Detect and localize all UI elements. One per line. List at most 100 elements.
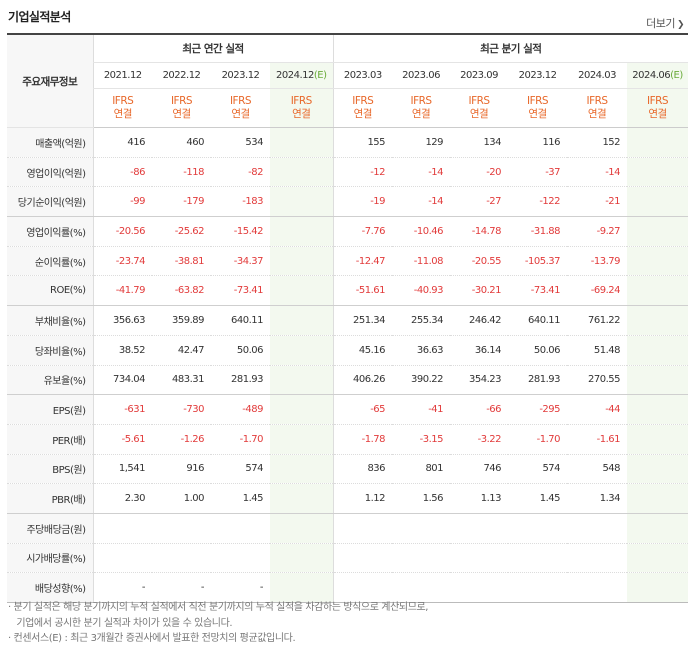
- table-row: 순이익률(%) -23.74 -38.81 -34.37 -12.47 -11.08 -20…: [7, 246, 689, 277]
- table-cell: [211, 543, 270, 574]
- table-cell: 1.34: [567, 483, 628, 514]
- group-annual: 최근 연간 실적: [92, 33, 334, 63]
- consolidated-label: 연결: [172, 108, 191, 120]
- row-label: PBR(배): [7, 483, 93, 514]
- table-row: ROE(%) -41.79 -63.82 -73.41 -51.61 -40.93 -30.…: [7, 275, 689, 307]
- table-cell: -15.42: [211, 216, 270, 247]
- ifrs-header: IFRS 연결: [152, 88, 211, 128]
- table-row: BPS(원) 1,541 916 574 836 801 746 574 548: [7, 454, 689, 485]
- table-cell: -12: [332, 157, 393, 188]
- table-cell: [270, 454, 334, 485]
- period-header: 2021.12: [92, 62, 152, 89]
- table-cell: 734.04: [92, 365, 152, 396]
- table-cell: [627, 424, 689, 455]
- ifrs-label: IFRS: [352, 95, 374, 107]
- table-cell: -: [152, 572, 211, 603]
- table-cell: [567, 543, 628, 574]
- table-cell: -40.93: [392, 275, 451, 307]
- ifrs-label: IFRS: [290, 95, 313, 107]
- ifrs-header: IFRS 연결: [270, 88, 334, 128]
- table-cell: -7.76: [332, 216, 393, 247]
- table-cell: -30.21: [450, 275, 509, 307]
- table-cell: -: [211, 572, 270, 603]
- table-cell: 36.63: [392, 335, 451, 366]
- table-cell: -14: [567, 157, 628, 188]
- table-cell: [270, 305, 334, 336]
- row-label: 부채비율(%): [7, 305, 93, 336]
- table-cell: -179: [152, 186, 211, 218]
- table-cell: -10.46: [392, 216, 451, 247]
- period-header: 2024.06(E): [627, 62, 689, 89]
- table-cell: [508, 572, 568, 603]
- table-cell: [270, 127, 334, 158]
- row-label: 영업이익률(%): [7, 216, 93, 247]
- table-cell: -1.70: [211, 424, 270, 455]
- table-cell: 251.34: [332, 305, 393, 336]
- table-cell: 359.89: [152, 305, 211, 336]
- period-header: 2023.12: [508, 62, 568, 89]
- footnote-line: · 분기 실적은 해당 분기까지의 누적 실적에서 직전 분기까지의 누적 실적…: [8, 602, 429, 613]
- more-link[interactable]: 더보기 ❯: [646, 15, 684, 31]
- table-cell: [567, 513, 628, 544]
- table-cell: 483.31: [152, 365, 211, 396]
- table-cell: -99: [92, 186, 152, 218]
- row-label: PER(배): [7, 424, 93, 455]
- ifrs-label: IFRS: [468, 95, 490, 107]
- more-label: 더보기: [646, 17, 675, 30]
- table-row: 주당배당금(원): [7, 513, 689, 544]
- table-cell: 1.00: [152, 483, 211, 514]
- table-cell: 36.14: [450, 335, 509, 366]
- table-row: 당좌비율(%) 38.52 42.47 50.06 45.16 36.63 36.14 50.…: [7, 335, 689, 366]
- table-cell: 255.34: [392, 305, 451, 336]
- ifrs-label: IFRS: [526, 95, 549, 107]
- period-header: 2024.03: [567, 62, 628, 89]
- table-cell: [508, 513, 568, 544]
- table-cell: [332, 513, 393, 544]
- corner-label: 주요재무정보: [7, 33, 93, 128]
- table-cell: [392, 513, 451, 544]
- table-cell: 640.11: [211, 305, 270, 336]
- footnote-line: · 컨센서스(E) : 최근 3개월간 증권사에서 발표한 전망치의 평균값입니…: [8, 633, 296, 644]
- row-label: 배당성향(%): [7, 572, 93, 603]
- table-cell: -20: [450, 157, 509, 188]
- table-cell: [92, 513, 152, 544]
- table-cell: [627, 275, 689, 307]
- row-label: BPS(원): [7, 454, 93, 485]
- table-cell: -122: [508, 186, 568, 218]
- table-cell: 416: [92, 127, 152, 158]
- table-cell: -183: [211, 186, 270, 218]
- table-cell: 746: [450, 454, 509, 485]
- table-cell: 51.48: [567, 335, 628, 366]
- ifrs-header: IFRS 연결: [92, 88, 152, 128]
- table-cell: [270, 216, 334, 247]
- row-label: EPS(원): [7, 394, 93, 425]
- table-cell: 801: [392, 454, 451, 485]
- table-cell: 354.23: [450, 365, 509, 396]
- table-cell: [627, 394, 689, 425]
- table-cell: -37: [508, 157, 568, 188]
- table-cell: 460: [152, 127, 211, 158]
- table-cell: 1.12: [332, 483, 393, 514]
- row-label: 매출액(억원): [7, 127, 93, 158]
- table-cell: -9.27: [567, 216, 628, 247]
- table-cell: [92, 543, 152, 574]
- table-cell: [332, 572, 393, 603]
- table-row: 영업이익률(%) -20.56 -25.62 -15.42 -7.76 -10.46 -14…: [7, 216, 689, 247]
- consolidated-label: 연결: [231, 108, 250, 120]
- table-cell: -21: [567, 186, 628, 218]
- table-cell: -51.61: [332, 275, 393, 307]
- table-cell: -730: [152, 394, 211, 425]
- table-cell: [627, 572, 689, 603]
- table-cell: 640.11: [508, 305, 568, 336]
- row-label: ROE(%): [7, 275, 93, 307]
- ifrs-label: IFRS: [586, 95, 608, 107]
- table-cell: -: [92, 572, 152, 603]
- table-cell: -31.88: [508, 216, 568, 247]
- table-row: 시가배당률(%): [7, 543, 689, 574]
- table-row: 매출액(억원) 416 460 534 155 129 134 116 152: [7, 127, 689, 158]
- table-cell: [627, 543, 689, 574]
- table-cell: [270, 335, 334, 366]
- table-cell: 246.42: [450, 305, 509, 336]
- period-header: 2023.06: [392, 62, 451, 89]
- table-cell: [627, 365, 689, 396]
